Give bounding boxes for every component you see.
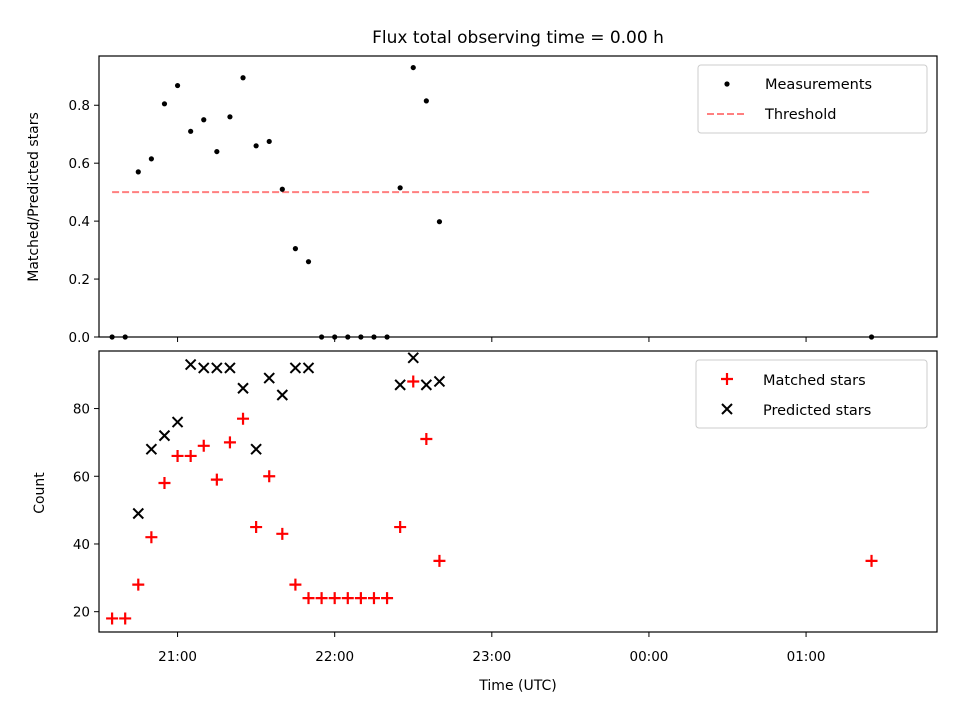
matched-star-point bbox=[381, 592, 394, 605]
predicted-star-point bbox=[171, 416, 184, 428]
predicted-star-point bbox=[276, 389, 289, 401]
ratio-y-tick-label: 0.0 bbox=[69, 330, 90, 346]
measurement-point bbox=[397, 185, 403, 191]
measurement-point bbox=[201, 117, 207, 123]
predicted-star-point bbox=[211, 362, 223, 374]
measurement-point bbox=[188, 128, 194, 134]
predicted-star-point bbox=[184, 358, 197, 371]
predicted-star-point bbox=[224, 362, 236, 374]
count-y-axis-label: Count bbox=[32, 472, 48, 514]
predicted-star-point bbox=[250, 443, 262, 455]
x-tick-label: 01:00 bbox=[787, 649, 826, 665]
ratio-legend-box bbox=[697, 64, 928, 134]
measurement-point bbox=[305, 259, 312, 265]
ratio-y-tick-label: 0.6 bbox=[69, 156, 90, 172]
measurement-point bbox=[174, 82, 181, 89]
ratio-y-tick-label: 0.2 bbox=[69, 272, 90, 288]
matched-legend-label: Matched stars bbox=[763, 373, 866, 389]
measurement-point bbox=[135, 169, 141, 175]
matched-star-point bbox=[315, 592, 328, 605]
ratio-panel: Flux total observing time = 0.00 h 0.0 0.… bbox=[26, 28, 938, 346]
predicted-star-point bbox=[198, 362, 210, 374]
matched-star-point bbox=[407, 375, 420, 388]
measurement-point bbox=[436, 219, 443, 225]
measurement-point bbox=[240, 75, 246, 81]
predicted-star-point bbox=[132, 507, 144, 520]
predicted-legend-marker bbox=[721, 403, 733, 415]
matched-star-point bbox=[119, 612, 132, 625]
count-y-tick-label: 40 bbox=[73, 537, 90, 553]
matched-star-point bbox=[210, 473, 223, 486]
matched-star-point bbox=[354, 592, 367, 605]
measurement-point bbox=[292, 246, 299, 252]
predicted-star-point bbox=[289, 362, 302, 374]
matched-star-point bbox=[328, 592, 341, 605]
matched-star-point bbox=[223, 436, 236, 449]
predicted-star-point bbox=[407, 352, 419, 364]
ratio-y-tick-label: 0.8 bbox=[69, 98, 90, 114]
x-tick-label: 23:00 bbox=[472, 649, 511, 665]
predicted-star-point bbox=[433, 375, 446, 388]
matched-star-point bbox=[865, 554, 878, 567]
threshold-legend-label: Threshold bbox=[764, 107, 836, 123]
matched-star-point bbox=[302, 592, 315, 605]
predicted-star-point bbox=[158, 429, 171, 442]
measurement-point bbox=[266, 138, 272, 145]
predicted-star-point bbox=[302, 362, 315, 374]
ratio-legend: Measurements Threshold bbox=[697, 64, 928, 134]
matched-star-point bbox=[106, 612, 119, 625]
x-tick-label: 22:00 bbox=[315, 649, 354, 665]
matched-star-point bbox=[420, 433, 433, 446]
measurements-legend-marker bbox=[724, 81, 730, 87]
matched-star-point bbox=[289, 578, 302, 591]
predicted-star-point bbox=[420, 379, 433, 391]
ratio-y-tick-label: 0.4 bbox=[69, 214, 90, 230]
measurement-point bbox=[227, 114, 233, 120]
predicted-star-point bbox=[394, 379, 406, 391]
matched-star-point bbox=[237, 412, 250, 425]
count-plot-frame bbox=[98, 350, 938, 633]
ratio-y-axis-label: Matched/Predicted stars bbox=[26, 112, 42, 282]
matched-star-point bbox=[263, 470, 276, 483]
x-tick-label: 00:00 bbox=[629, 649, 668, 665]
measurement-point bbox=[253, 143, 259, 149]
measurement-point bbox=[214, 148, 220, 155]
measurement-point bbox=[423, 98, 429, 104]
matched-star-point bbox=[184, 449, 197, 462]
chart-title: Flux total observing time = 0.00 h bbox=[372, 28, 664, 48]
measurement-point bbox=[161, 101, 168, 107]
matched-star-point bbox=[145, 531, 158, 544]
count-legend: Matched stars Predicted stars bbox=[695, 359, 928, 429]
count-legend-box bbox=[695, 359, 928, 429]
measurement-point bbox=[410, 64, 416, 71]
count-y-tick-label: 20 bbox=[73, 605, 90, 621]
measurements-legend-label: Measurements bbox=[765, 77, 872, 93]
predicted-legend-label: Predicted stars bbox=[763, 403, 871, 419]
predicted-star-point bbox=[237, 382, 249, 394]
matched-star-point bbox=[158, 477, 171, 490]
matched-star-point bbox=[132, 578, 145, 591]
matched-star-point bbox=[341, 592, 354, 605]
matched-star-point bbox=[367, 592, 380, 605]
matched-star-point bbox=[171, 449, 184, 462]
ratio-plot-frame bbox=[98, 55, 938, 338]
predicted-star-point bbox=[263, 372, 275, 384]
matched-legend-marker bbox=[721, 373, 733, 385]
measurement-point bbox=[148, 156, 154, 162]
matched-star-point bbox=[276, 527, 289, 540]
matched-star-point bbox=[394, 521, 407, 534]
measurement-point bbox=[279, 186, 285, 192]
predicted-star-point bbox=[145, 443, 158, 455]
count-y-tick-label: 80 bbox=[73, 402, 90, 418]
matched-star-point bbox=[433, 554, 446, 567]
matched-star-point bbox=[250, 521, 263, 534]
matched-star-point bbox=[197, 439, 210, 452]
x-tick-label: 21:00 bbox=[158, 649, 197, 665]
count-y-tick-label: 60 bbox=[73, 469, 90, 485]
x-axis-label: Time (UTC) bbox=[478, 678, 556, 694]
